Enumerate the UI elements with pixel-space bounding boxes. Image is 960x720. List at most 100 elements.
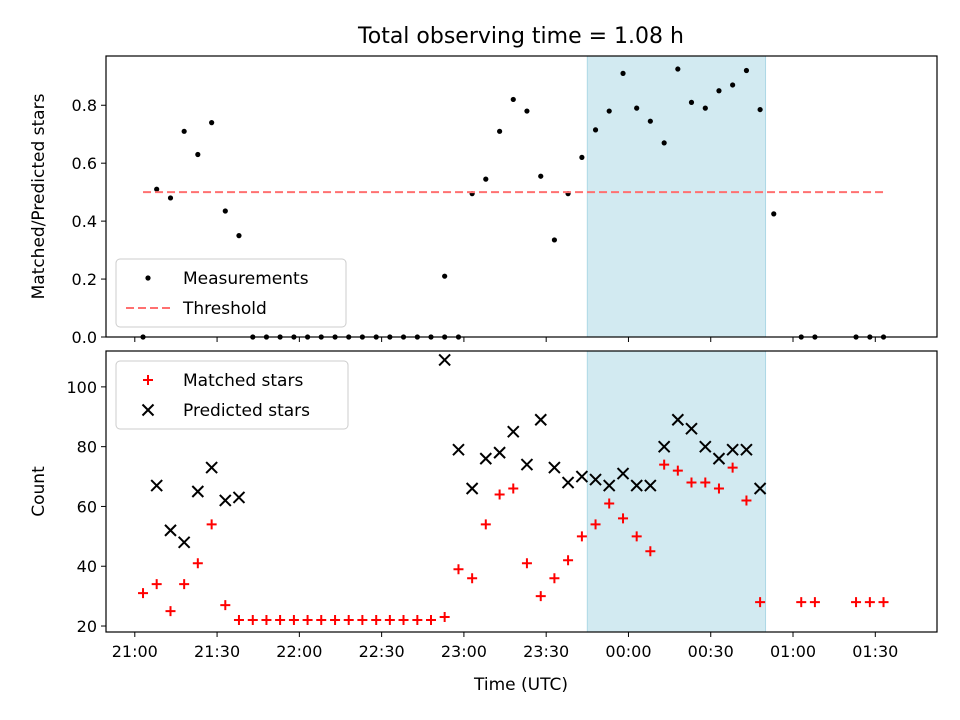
x-tick-label: 23:30 xyxy=(523,642,569,661)
matched-star-point xyxy=(521,558,532,569)
top-panel: 0.0 0.2 0.4 0.6 0.8 Matched/Predicted stars Me… xyxy=(29,55,938,347)
predicted-star-point xyxy=(657,440,671,453)
matched-star-point xyxy=(343,615,354,626)
measurement-point xyxy=(551,237,558,243)
top-axes-frame xyxy=(105,55,938,338)
matched-star-point xyxy=(590,519,601,530)
measurement-point xyxy=(771,211,777,217)
matched-star-point xyxy=(713,483,724,494)
matched-star-point xyxy=(439,612,450,623)
matched-star-point xyxy=(851,597,862,608)
measurement-point xyxy=(195,151,201,158)
top-legend: Measurements Threshold xyxy=(115,258,347,328)
matched-star-point xyxy=(398,615,409,626)
measurement-point xyxy=(661,140,667,146)
measurement-point xyxy=(222,208,228,214)
matched-star-point xyxy=(864,597,875,608)
predicted-star-point xyxy=(150,479,163,492)
x-tick-label: 01:30 xyxy=(852,642,898,661)
bottom-y-axis-label: Count xyxy=(29,466,49,517)
bottom-y-tick-label: 20 xyxy=(77,617,97,636)
bottom-legend: Matched stars Predicted stars xyxy=(115,360,349,430)
matched-star-point xyxy=(494,489,505,500)
predicted-star-point xyxy=(520,458,534,471)
measurement-point xyxy=(702,105,708,111)
predicted-star-point xyxy=(671,413,685,426)
predicted-star-point xyxy=(603,479,616,492)
measurement-point xyxy=(757,106,763,113)
matched-star-point xyxy=(165,606,176,617)
matched-star-point xyxy=(700,477,711,488)
measurement-point xyxy=(716,88,722,94)
predicted-star-point xyxy=(232,491,246,504)
top-highlight-span xyxy=(586,55,767,338)
matched-star-point xyxy=(576,531,587,542)
matched-star-point xyxy=(330,615,341,626)
legend-marker-measurements xyxy=(145,275,151,281)
measurement-point xyxy=(634,105,640,111)
matched-star-point xyxy=(480,519,491,530)
matched-star-point xyxy=(425,615,436,626)
predicted-star-point xyxy=(630,479,643,492)
legend-label: Measurements xyxy=(183,269,309,289)
measurement-point xyxy=(497,128,503,134)
matched-star-point xyxy=(220,600,231,611)
predicted-star-point xyxy=(219,494,232,507)
matched-star-point xyxy=(357,615,368,626)
matched-star-point xyxy=(412,615,423,626)
matched-star-point xyxy=(878,597,889,608)
bottom-highlight-span xyxy=(586,350,767,633)
matched-star-point xyxy=(508,483,519,494)
x-tick-label: 01:00 xyxy=(770,642,816,661)
predicted-star-point xyxy=(561,476,575,489)
predicted-star-point xyxy=(699,440,712,453)
bottom-y-tick-label: 60 xyxy=(77,497,97,516)
measurement-point xyxy=(181,128,187,134)
measurement-point xyxy=(675,66,681,72)
predicted-star-point xyxy=(452,443,465,456)
matched-star-point xyxy=(233,615,244,626)
measurement-point xyxy=(579,154,585,160)
legend-label: Predicted stars xyxy=(183,401,310,421)
matched-star-point xyxy=(151,579,162,590)
matched-star-point xyxy=(755,597,766,608)
matched-star-point xyxy=(453,564,464,575)
matched-star-point xyxy=(206,519,217,530)
measurement-point xyxy=(620,70,626,76)
matched-star-point xyxy=(288,615,299,626)
predicted-star-point xyxy=(726,443,739,456)
top-y-axis-label: Matched/Predicted stars xyxy=(29,93,49,299)
measurement-point xyxy=(510,96,516,103)
measurement-point xyxy=(209,120,215,126)
matched-star-point xyxy=(796,597,807,608)
predicted-star-point xyxy=(534,413,547,426)
top-y-tick-label: 0.4 xyxy=(72,212,97,231)
predicted-star-point xyxy=(479,452,492,465)
matched-star-point xyxy=(302,615,313,626)
matched-star-point xyxy=(686,477,697,488)
predicted-star-point xyxy=(753,482,767,495)
matched-star-point xyxy=(809,597,820,608)
matched-star-point xyxy=(316,615,327,626)
matched-star-point xyxy=(618,513,629,524)
matched-star-point xyxy=(645,546,656,557)
matched-star-point xyxy=(179,579,190,590)
x-tick-label: 21:00 xyxy=(112,642,158,661)
predicted-star-point xyxy=(438,353,451,367)
predicted-star-point xyxy=(575,470,589,483)
predicted-star-point xyxy=(177,536,191,549)
measurement-point xyxy=(483,176,489,182)
x-tick-label: 23:00 xyxy=(441,642,487,661)
matched-star-point xyxy=(659,459,670,470)
legend-marker-predicted xyxy=(141,403,155,417)
predicted-star-point xyxy=(493,446,506,459)
measurement-point xyxy=(688,99,695,105)
predicted-star-point xyxy=(740,443,753,456)
predicted-star-point xyxy=(507,425,520,438)
matched-star-point xyxy=(631,531,642,542)
top-y-tick-label: 0.2 xyxy=(72,270,97,289)
top-legend-box xyxy=(115,258,347,328)
x-tick-label: 22:30 xyxy=(359,642,405,661)
legend-label: Matched stars xyxy=(183,371,303,391)
